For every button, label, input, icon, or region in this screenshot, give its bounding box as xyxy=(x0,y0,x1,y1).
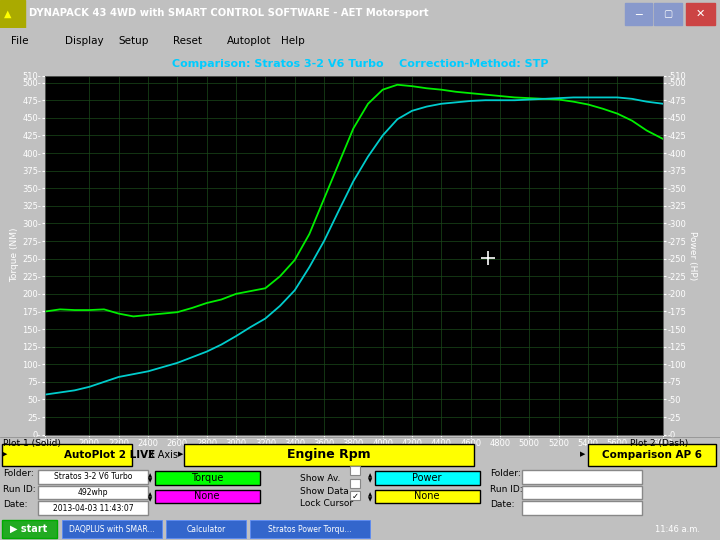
Text: Show Av.: Show Av. xyxy=(300,474,341,483)
Bar xyxy=(184,444,474,465)
Text: DYNAPACK 43 4WD with SMART CONTROL SOFTWARE - AET Motorsport: DYNAPACK 43 4WD with SMART CONTROL SOFTW… xyxy=(29,9,428,18)
Text: ▼: ▼ xyxy=(148,478,152,483)
Text: Setup: Setup xyxy=(119,36,149,45)
Text: Calculator: Calculator xyxy=(186,525,225,534)
Bar xyxy=(250,521,370,538)
Bar xyxy=(375,489,480,503)
Text: ✓: ✓ xyxy=(351,491,359,501)
Bar xyxy=(350,465,360,475)
Text: ▲: ▲ xyxy=(4,9,11,19)
Text: Stratos 3-2 V6 Turbo: Stratos 3-2 V6 Turbo xyxy=(54,472,132,481)
Text: Plot 1 (Solid): Plot 1 (Solid) xyxy=(3,438,61,448)
Text: AutoPlot 2 LIVE: AutoPlot 2 LIVE xyxy=(64,450,156,460)
Bar xyxy=(654,3,682,25)
Bar xyxy=(375,470,480,484)
Text: Folder:: Folder: xyxy=(490,469,521,477)
Text: Display: Display xyxy=(65,36,104,45)
Text: ▶: ▶ xyxy=(580,451,585,457)
Text: Reset: Reset xyxy=(173,36,202,45)
Text: Show Data: Show Data xyxy=(300,487,348,496)
Text: Comparison: Stratos 3-2 V6 Turbo    Correction-Method: STP: Comparison: Stratos 3-2 V6 Turbo Correct… xyxy=(172,59,548,69)
Text: Engine Rpm: Engine Rpm xyxy=(287,448,371,461)
Y-axis label: Torque (NM): Torque (NM) xyxy=(10,228,19,282)
Text: Stratos Power Torqu...: Stratos Power Torqu... xyxy=(269,525,352,534)
Text: Comparison AP 6: Comparison AP 6 xyxy=(602,450,702,460)
Text: ▼: ▼ xyxy=(148,497,152,502)
Bar xyxy=(350,478,360,488)
Text: ✕: ✕ xyxy=(696,9,706,19)
Text: Plot 2 (Dash): Plot 2 (Dash) xyxy=(630,438,688,448)
Text: 11:46 a.m.: 11:46 a.m. xyxy=(655,525,700,534)
Bar xyxy=(686,3,715,25)
Text: Power: Power xyxy=(413,472,442,483)
Text: Folder:: Folder: xyxy=(3,469,34,477)
Text: ▲: ▲ xyxy=(368,473,372,478)
Bar xyxy=(166,521,246,538)
Text: ▲: ▲ xyxy=(148,473,152,478)
Text: ▶: ▶ xyxy=(2,451,7,457)
Text: Run ID:: Run ID: xyxy=(490,484,523,494)
Bar xyxy=(38,485,148,500)
Text: 492whp: 492whp xyxy=(78,488,108,497)
Text: ▼: ▼ xyxy=(368,497,372,502)
Bar xyxy=(0,0,25,28)
Bar xyxy=(625,3,652,25)
Bar xyxy=(62,521,162,538)
Bar xyxy=(522,502,642,515)
Text: ▲: ▲ xyxy=(148,492,152,497)
Bar xyxy=(155,470,260,484)
Text: Lock Cursor: Lock Cursor xyxy=(300,500,353,509)
Text: None: None xyxy=(414,491,440,502)
Text: DAQPLUS with SMAR...: DAQPLUS with SMAR... xyxy=(69,525,155,534)
Text: ▼: ▼ xyxy=(368,478,372,483)
Bar xyxy=(2,444,132,465)
Bar xyxy=(2,521,57,538)
Bar xyxy=(155,489,260,503)
Text: File: File xyxy=(11,36,28,45)
Bar xyxy=(38,502,148,515)
Bar xyxy=(350,491,360,501)
Text: ▢: ▢ xyxy=(664,9,672,19)
Bar xyxy=(38,470,148,483)
Text: ─: ─ xyxy=(635,9,642,19)
Text: ▲: ▲ xyxy=(368,492,372,497)
Text: Date:: Date: xyxy=(490,501,515,509)
Text: None: None xyxy=(194,491,220,502)
Text: Run ID:: Run ID: xyxy=(3,484,35,494)
Text: Torque: Torque xyxy=(191,472,223,483)
Text: ▶ start: ▶ start xyxy=(10,524,48,534)
Bar xyxy=(522,485,642,500)
Text: ▶: ▶ xyxy=(178,451,184,457)
Text: Autoplot: Autoplot xyxy=(227,36,271,45)
Bar xyxy=(522,470,642,483)
Text: 2013-04-03 11:43:07: 2013-04-03 11:43:07 xyxy=(53,504,133,513)
Text: Help: Help xyxy=(281,36,305,45)
Bar xyxy=(588,444,716,465)
Text: Date:: Date: xyxy=(3,501,27,509)
Text: X Axis: X Axis xyxy=(148,450,178,460)
Y-axis label: Power (HP): Power (HP) xyxy=(688,231,698,280)
